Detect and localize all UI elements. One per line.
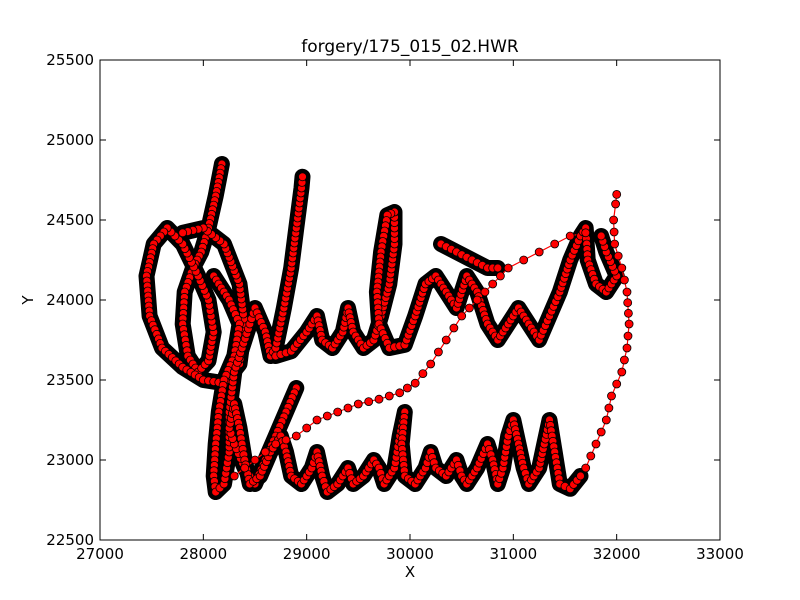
data-point <box>464 303 474 313</box>
data-point <box>581 463 591 473</box>
data-point <box>229 471 239 481</box>
data-point <box>291 431 301 441</box>
data-point <box>622 343 632 353</box>
data-point <box>623 298 633 308</box>
y-tick-label: 25000 <box>46 131 94 149</box>
data-point <box>534 247 544 257</box>
data-point <box>612 189 622 199</box>
data-point <box>611 199 620 209</box>
data-point <box>426 359 436 369</box>
x-axis-ticks: 27000 28000 29000 30000 31000 32000 33000 <box>76 60 744 563</box>
data-point <box>596 427 606 437</box>
data-point <box>620 275 629 285</box>
data-point <box>298 172 307 182</box>
data-point <box>488 279 498 289</box>
data-point <box>441 335 451 345</box>
data-point <box>312 415 322 425</box>
data-point <box>322 411 332 421</box>
data-point <box>472 295 482 305</box>
data-point <box>624 308 633 318</box>
data-point <box>410 378 420 388</box>
data-point <box>604 403 614 413</box>
data-point <box>622 287 632 297</box>
plot-area <box>138 156 634 500</box>
data-point <box>364 397 374 407</box>
data-point <box>250 455 260 465</box>
data-point <box>271 439 281 449</box>
data-point <box>503 263 513 273</box>
data-point <box>449 323 459 333</box>
data-point <box>601 415 611 425</box>
data-point <box>609 215 618 225</box>
x-tick-label: 29000 <box>283 545 331 563</box>
x-tick-label: 30000 <box>386 545 434 563</box>
data-point <box>519 255 529 265</box>
y-tick-label: 24500 <box>46 211 94 229</box>
x-tick-label: 31000 <box>489 545 537 563</box>
data-point <box>374 394 384 404</box>
data-point <box>433 347 443 357</box>
data-point <box>457 311 467 321</box>
data-point <box>613 251 623 261</box>
data-point <box>586 451 596 461</box>
data-point <box>609 227 619 237</box>
x-tick-label: 32000 <box>593 545 641 563</box>
data-point <box>591 439 601 449</box>
data-point <box>240 463 250 473</box>
data-point <box>620 355 629 365</box>
data-point <box>343 403 353 413</box>
data-point <box>612 379 622 389</box>
x-tick-label: 28000 <box>179 545 227 563</box>
x-tick-label: 33000 <box>696 545 744 563</box>
y-tick-label: 23000 <box>46 451 94 469</box>
data-point <box>617 263 627 273</box>
x-axis-label: X <box>405 563 415 581</box>
y-tick-label: 22500 <box>46 531 94 549</box>
data-point <box>281 435 291 445</box>
data-point <box>596 231 606 241</box>
marker-layer <box>142 159 634 497</box>
data-point <box>178 228 188 238</box>
data-point <box>610 239 619 249</box>
data-point <box>581 228 591 238</box>
data-point <box>617 367 627 377</box>
chart-title: forgery/175_015_02.HWR <box>301 37 519 57</box>
data-point <box>402 383 412 393</box>
data-point <box>353 399 363 409</box>
data-point <box>576 471 585 481</box>
y-tick-label: 25500 <box>46 51 94 69</box>
data-point <box>480 287 490 297</box>
y-tick-label: 24000 <box>46 291 94 309</box>
data-point <box>624 319 634 329</box>
data-point <box>302 423 312 433</box>
data-point <box>333 407 343 417</box>
data-point <box>493 263 503 273</box>
data-point <box>623 331 633 341</box>
data-point <box>260 447 270 457</box>
y-axis-ticks: 22500 23000 23500 24000 24500 25000 25500 <box>46 51 720 549</box>
data-point <box>565 231 575 241</box>
x-tick-label: 27000 <box>76 545 124 563</box>
data-point <box>550 239 560 249</box>
data-point <box>384 391 394 401</box>
y-tick-label: 23500 <box>46 371 94 389</box>
y-axis-label: Y <box>19 295 37 306</box>
data-point <box>418 369 428 379</box>
data-point <box>607 391 616 401</box>
data-point <box>395 388 405 398</box>
data-point <box>495 271 505 281</box>
